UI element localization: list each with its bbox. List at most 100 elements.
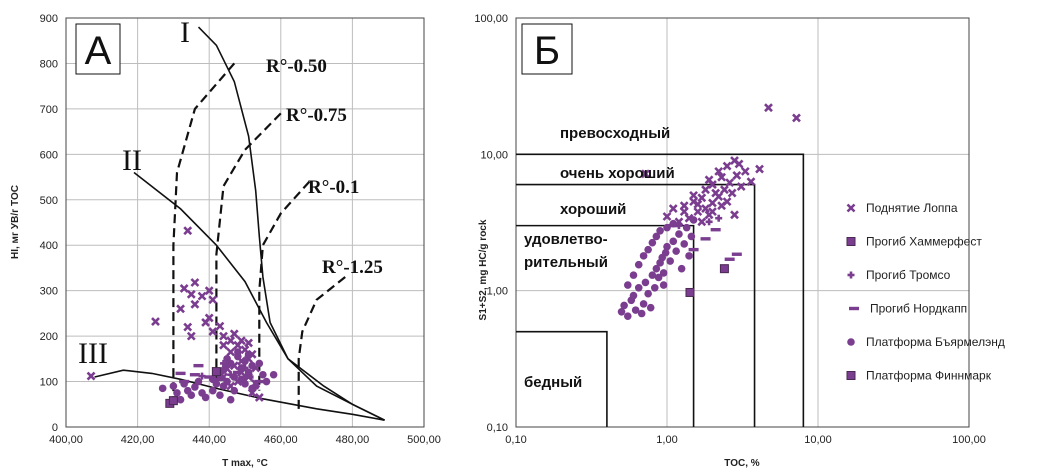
panel-b-point bbox=[697, 193, 707, 203]
panel-b-point bbox=[755, 164, 764, 174]
panel-a-x-axis-label: T max, °C bbox=[222, 458, 268, 469]
panel-a-chart: 400,00 420,00 440,00 460,00 480,00 500,00 0 100… bbox=[10, 13, 441, 469]
panel-a-point bbox=[204, 286, 214, 296]
panel-a-point bbox=[194, 377, 203, 386]
panel-b-y-tick-label: 100,00 bbox=[474, 13, 508, 25]
panel-a-point bbox=[223, 355, 231, 363]
panel-a-point bbox=[176, 395, 185, 404]
panel-a-y-tick-label: 600 bbox=[40, 149, 58, 161]
panel-b-point bbox=[746, 177, 756, 187]
panel-b-point bbox=[623, 312, 632, 320]
panel-a-point bbox=[208, 327, 218, 336]
legend-label: Платформа Бъярмелэнд bbox=[866, 335, 1005, 349]
panel-b-x-axis-label: TOC, % bbox=[724, 458, 759, 469]
class-label-good: хороший bbox=[560, 201, 626, 218]
panel-a-point bbox=[187, 391, 196, 399]
panel-b-point bbox=[764, 103, 773, 113]
panel-a-y-tick-label: 400 bbox=[40, 240, 58, 252]
panel-b-point bbox=[650, 283, 659, 292]
panel-a-x-tick-label: 500,00 bbox=[407, 434, 441, 446]
panel-b-point bbox=[644, 289, 652, 298]
panel-a-x-tick-label: 480,00 bbox=[336, 434, 370, 446]
kerogen-label-iii: III bbox=[78, 337, 108, 370]
panel-a-point bbox=[186, 289, 196, 299]
panel-a-point bbox=[244, 350, 253, 359]
panel-a-point bbox=[219, 366, 228, 374]
panel-a-label: А bbox=[85, 29, 112, 73]
panel-b-point bbox=[629, 291, 638, 300]
panel-a-y-tick-label: 0 bbox=[52, 422, 58, 434]
panel-b-point bbox=[648, 238, 657, 247]
panel-b-point bbox=[740, 166, 750, 176]
panel-b-point bbox=[708, 207, 717, 217]
legend-marker bbox=[847, 338, 855, 346]
panel-b-point bbox=[689, 190, 699, 200]
legend: Поднятие Лоппа Прогиб Хаммерфест Прогиб Тр… bbox=[846, 201, 1005, 383]
panel-b-point bbox=[689, 216, 698, 224]
maturity-label-01: R°-0.1 bbox=[308, 177, 359, 198]
panel-b-point bbox=[693, 207, 703, 217]
panel-b-x-tick-label: 0,10 bbox=[505, 434, 526, 446]
panel-b-point bbox=[714, 166, 724, 176]
class-box-boundary bbox=[516, 224, 695, 427]
kerogen-curve-ii bbox=[133, 171, 385, 421]
legend-label: Платформа Финнмарк bbox=[866, 369, 992, 383]
panel-a-point bbox=[237, 375, 246, 384]
panel-b-point bbox=[679, 207, 689, 217]
panel-b-point bbox=[701, 185, 710, 195]
panel-a-point bbox=[186, 331, 196, 341]
panel-b-point bbox=[725, 178, 735, 188]
panel-a-x-tick-label: 460,00 bbox=[264, 434, 298, 446]
panel-a-point bbox=[208, 375, 217, 384]
panel-b-point bbox=[682, 223, 691, 232]
panel-a-point bbox=[234, 348, 242, 356]
panel-a-point bbox=[219, 340, 228, 350]
panel-a-point bbox=[179, 283, 189, 293]
panel-b-y-axis-label: S1+S2, mg HC/g rock bbox=[478, 219, 489, 320]
panel-b-x-tick-label: 1,00 bbox=[656, 434, 677, 446]
panel-a-points bbox=[86, 226, 278, 408]
panel-b-point bbox=[668, 204, 678, 214]
panel-a-point bbox=[86, 371, 96, 381]
panel-a-point bbox=[237, 336, 246, 346]
panel-a-point bbox=[248, 384, 256, 393]
panel-b-y-tick-label: 1,00 bbox=[487, 286, 508, 298]
panel-a-point bbox=[241, 357, 249, 365]
class-box-boundary bbox=[516, 153, 805, 427]
panel-b-x-tick-label: 100,00 bbox=[952, 434, 986, 446]
legend-marker bbox=[846, 237, 856, 246]
panel-a-y-axis-label: HI, мг УВ/г TOC bbox=[10, 185, 21, 259]
panel-b-label-box bbox=[521, 23, 573, 75]
panel-b-grid bbox=[515, 17, 970, 428]
panel-a-point bbox=[183, 226, 193, 236]
panel-b-point bbox=[646, 303, 655, 312]
panel-a-point bbox=[208, 386, 217, 395]
panel-a-y-tick-label: 500 bbox=[40, 195, 58, 207]
legend-label: Поднятие Лоппа bbox=[866, 201, 958, 215]
class-label-excellent: превосходный bbox=[560, 125, 670, 142]
panel-b-point bbox=[697, 217, 707, 227]
panel-a-y-tick-label: 700 bbox=[40, 104, 58, 116]
panel-b-point bbox=[680, 240, 689, 248]
panel-b-point bbox=[734, 159, 744, 169]
panel-a-point bbox=[226, 347, 236, 357]
panel-b-point bbox=[641, 278, 650, 287]
panel-a-point bbox=[219, 382, 228, 390]
panel-b-point bbox=[730, 210, 739, 220]
panel-a-point bbox=[173, 389, 181, 397]
panel-a-point bbox=[216, 391, 224, 399]
maturity-label-125: R°-1.25 bbox=[322, 257, 383, 278]
panel-b-point bbox=[685, 287, 695, 297]
panel-a-point bbox=[168, 396, 178, 406]
panel-a-point bbox=[215, 321, 225, 331]
panel-a-point bbox=[176, 304, 185, 314]
panel-a-point bbox=[208, 295, 218, 305]
panel-b-point bbox=[669, 237, 678, 246]
panel-b-label: Б bbox=[534, 29, 560, 73]
panel-b-point bbox=[708, 180, 717, 189]
maturity-line-0 bbox=[172, 62, 236, 405]
panel-b-point bbox=[685, 252, 693, 260]
panel-a-point bbox=[211, 367, 221, 377]
panel-a-point bbox=[183, 322, 193, 332]
panel-a-y-tick-label: 200 bbox=[40, 331, 58, 343]
